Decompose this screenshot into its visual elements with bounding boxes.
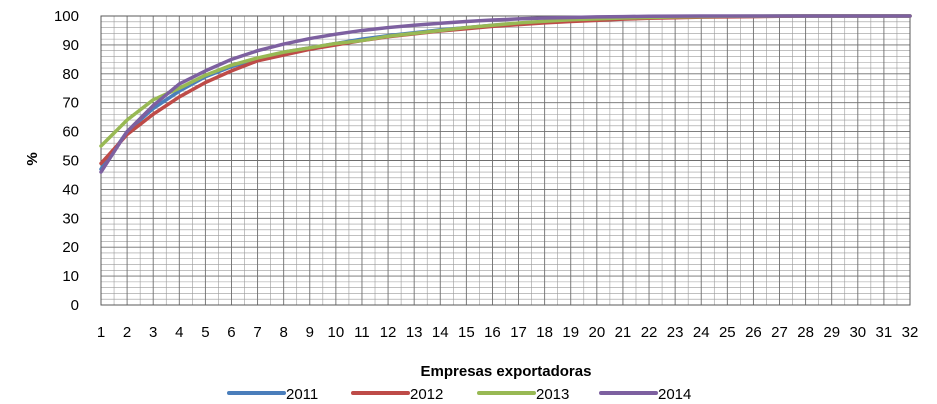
y-tick-label: 10 [62,268,79,285]
major-gridlines [100,15,911,306]
x-tick-label: 10 [328,324,345,341]
legend-label: 2012 [410,386,443,403]
x-tick-label: 30 [849,324,866,341]
y-tick-label: 100 [54,8,79,25]
y-axis-title: % [24,152,41,165]
y-tick-label: 70 [62,95,79,112]
legend-label: 2014 [658,386,691,403]
y-tick-labels: 0 10 20 30 40 50 60 70 80 90 100 [54,8,79,314]
x-tick-label: 6 [227,324,235,341]
y-tick-label: 60 [62,124,79,141]
x-tick-label: 2 [123,324,131,341]
x-tick-label: 9 [306,324,314,341]
x-tick-label: 16 [484,324,501,341]
x-tick-label: 13 [406,324,423,341]
legend-item-2014: 2014 [599,386,691,403]
x-tick-label: 27 [771,324,788,341]
x-axis-title: Empresas exportadoras [421,363,592,380]
x-tick-label: 32 [902,324,919,341]
x-tick-label: 23 [667,324,684,341]
series-line-2014 [99,14,912,174]
x-tick-label: 29 [823,324,840,341]
legend-item-2011: 2011 [227,386,318,403]
x-tick-label: 25 [719,324,736,341]
x-tick-label: 3 [149,324,157,341]
x-tick-label: 18 [536,324,553,341]
x-tick-label: 14 [432,324,449,341]
legend-item-2012: 2012 [351,386,443,403]
x-tick-label: 20 [588,324,605,341]
plot-frame [100,15,911,306]
x-tick-label: 22 [641,324,658,341]
y-tick-label: 80 [62,66,79,83]
series-layer [99,14,912,174]
y-tick-label: 20 [62,239,79,256]
legend-item-2013: 2013 [477,386,569,403]
axes [100,15,911,306]
x-tick-label: 11 [354,324,370,341]
x-tick-label: 8 [280,324,288,341]
x-tick-label: 15 [458,324,475,341]
y-tick-label: 0 [71,297,79,314]
x-tick-label: 31 [876,324,893,341]
x-tick-labels: 1 2 3 4 5 6 7 8 9 10 11 12 13 14 15 16 17 18 19 20 21 22 23 24 2… [97,324,919,341]
y-tick-label: 30 [62,210,79,227]
x-tick-label: 4 [175,324,183,341]
x-tick-label: 5 [201,324,209,341]
x-tick-label: 24 [693,324,710,341]
y-tick-label: 50 [62,153,79,170]
y-tick-label: 90 [62,37,79,54]
x-tick-label: 12 [380,324,397,341]
x-tick-label: 28 [797,324,814,341]
legend-label: 2013 [536,386,569,403]
x-tick-label: 19 [562,324,579,341]
x-tick-label: 7 [253,324,261,341]
legend: 2011 2012 2013 2014 [227,386,691,403]
legend-label: 2011 [286,386,318,403]
minor-gridlines [101,16,910,305]
x-tick-label: 17 [510,324,527,341]
x-tick-label: 1 [97,324,105,341]
x-tick-label: 26 [745,324,762,341]
x-tick-label: 21 [615,324,632,341]
y-tick-label: 40 [62,181,79,198]
